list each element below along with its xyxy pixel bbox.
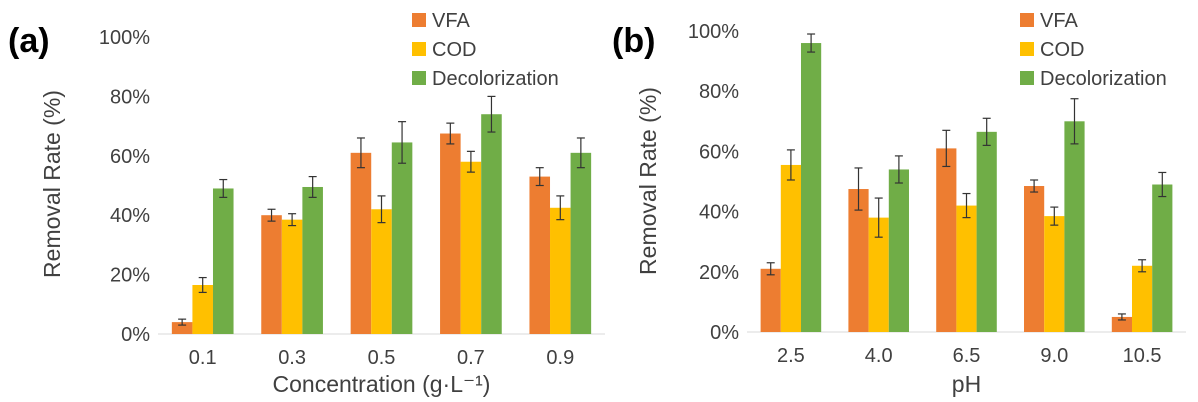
chart-svg-b: (b) 0% 20% 40% 60% 80% 100% 2.5 4.0 6.5 9.0 10.5 pH R… [612,10,1186,397]
x-tick-label: 9.0 [1040,345,1068,367]
y-tick-label: 20% [110,265,150,287]
bar-cod-6.5 [956,205,977,332]
x-tick-label: 0.5 [368,347,396,369]
bar-vfa-2.5 [760,268,781,332]
panel-label-a: (a) [8,22,50,60]
x-tick-label: 0.9 [546,347,574,369]
bar-decolorization-0.5 [391,142,413,334]
bar-decolorization-4.0 [888,169,909,332]
bar-cod-0.1 [192,284,213,334]
bar-cod-0.7 [460,161,482,334]
legend-label-cod: COD [432,39,476,61]
bar-vfa-0.3 [261,215,282,334]
bar-cod-0.5 [371,209,392,334]
bar-cod-0.9 [550,207,571,334]
chart-panel-a: (a) 0% 20% 40% 60% 80% 100% 0.1 0.3 0.5 0.7 0.9 Conc… [8,10,605,397]
legend-label-vfa: VFA [1040,10,1078,32]
legend-label-cod: COD [1040,39,1084,61]
legend-swatch-decolorization [1020,71,1034,85]
legend-swatch-decolorization [412,71,426,85]
y-tick-label: 0% [121,324,150,346]
chart-panel-b: (b) 0% 20% 40% 60% 80% 100% 2.5 4.0 6.5 9.0 10.5 pH R… [610,0,1198,402]
bar-decolorization-6.5 [976,131,997,332]
bar-cod-9.0 [1044,216,1065,332]
chart-svg-a: (a) 0% 20% 40% 60% 80% 100% 0.1 0.3 0.5 0.7 0.9 Conc… [8,10,605,397]
y-axis-title: Removal Rate (%) [39,90,65,278]
legend-label-decolorization: Decolorization [432,68,559,90]
y-tick-label: 100% [688,21,739,43]
y-tick-label: 0% [710,322,739,344]
bar-vfa-10.5 [1111,316,1133,332]
bar-decolorization-0.7 [481,114,502,334]
bar-decolorization-0.3 [302,186,323,334]
x-tick-label: 4.0 [865,345,893,367]
bar-decolorization-2.5 [800,43,822,332]
bar-cod-4.0 [868,217,889,332]
bar-vfa-0.1 [171,322,193,334]
x-tick-label: 6.5 [953,345,981,367]
y-tick-label: 60% [699,141,739,163]
bar-decolorization-0.9 [570,152,592,334]
bar-decolorization-9.0 [1064,121,1085,332]
y-tick-label: 100% [99,27,150,49]
bar-vfa-6.5 [936,148,957,332]
y-axis-title: Removal Rate (%) [635,87,661,275]
y-tick-label: 60% [110,146,150,168]
bar-decolorization-0.1 [212,188,234,334]
panel-label-b: (b) [612,22,655,60]
x-tick-label: 0.1 [189,347,217,369]
x-tick-label: 10.5 [1123,345,1162,367]
y-tick-label: 40% [110,205,150,227]
y-tick-label: 20% [699,262,739,284]
bar-vfa-0.9 [529,176,551,334]
y-tick-label: 80% [110,86,150,108]
x-tick-label: 0.3 [278,347,306,369]
x-tick-label: 0.7 [457,347,485,369]
legend-swatch-cod [1020,42,1034,56]
bar-vfa-0.5 [350,152,372,334]
legend-swatch-vfa [412,13,426,27]
y-tick-label: 40% [699,202,739,224]
bar-vfa-0.7 [440,133,461,334]
bar-cod-0.3 [281,219,303,334]
bar-vfa-4.0 [848,189,869,332]
bar-vfa-9.0 [1024,186,1045,332]
legend-label-decolorization: Decolorization [1040,68,1167,90]
legend-swatch-vfa [1020,13,1034,27]
x-axis-title: pH [952,371,981,397]
bar-cod-10.5 [1132,265,1153,332]
bar-decolorization-10.5 [1152,184,1173,332]
y-tick-label: 80% [699,81,739,103]
bar-cod-2.5 [780,164,801,332]
legend-label-vfa: VFA [432,10,470,32]
x-axis-title: Concentration (g·L⁻¹) [273,371,491,397]
x-tick-label: 2.5 [777,345,805,367]
legend-swatch-cod [412,42,426,56]
